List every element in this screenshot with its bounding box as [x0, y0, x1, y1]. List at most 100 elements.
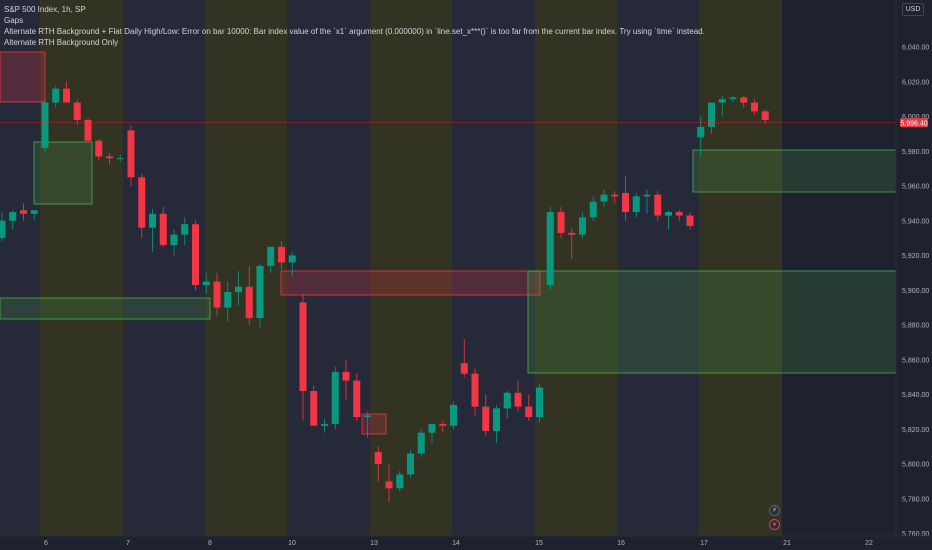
candle-body	[310, 391, 318, 426]
symbol-title[interactable]: S&P 500 Index, 1h, SP	[4, 5, 86, 14]
gap-up-zone	[33, 141, 93, 205]
session-background	[782, 0, 896, 536]
candle-body	[288, 255, 296, 263]
candle-body	[525, 406, 533, 418]
candle-body	[439, 424, 447, 426]
candle-body	[546, 212, 554, 286]
candle-body	[73, 102, 81, 120]
candle-body	[600, 194, 608, 202]
candle-body	[622, 192, 629, 213]
candle-body	[116, 158, 124, 160]
candle-body	[450, 404, 457, 426]
candle-body	[299, 302, 307, 392]
candle-body	[342, 371, 350, 381]
price-tick-label: 5,860.00	[902, 357, 929, 364]
price-tick-label: 5,840.00	[902, 392, 929, 399]
candle-body	[256, 265, 264, 319]
lightning-icon[interactable]: ⚡	[769, 505, 780, 516]
price-tick-label: 6,040.00	[902, 45, 929, 52]
time-tick-label: 15	[535, 540, 543, 547]
candle-body	[557, 212, 565, 233]
candle-body	[493, 408, 500, 431]
candle-body	[568, 232, 576, 235]
session-background	[123, 0, 205, 536]
gap-down-zone	[361, 413, 387, 435]
candle-body	[149, 213, 156, 228]
candle-body	[63, 88, 70, 103]
candle-body	[41, 102, 49, 148]
candle-body	[718, 99, 726, 103]
session-background	[699, 0, 782, 536]
time-tick-label: 14	[452, 540, 460, 547]
session-background	[0, 0, 40, 536]
candle-body	[84, 119, 92, 141]
time-tick-label: 13	[370, 540, 378, 547]
candle-body	[278, 246, 285, 263]
candle-body	[396, 474, 404, 489]
candle-body	[589, 201, 597, 218]
candle-body	[460, 363, 468, 374]
time-axis[interactable]	[0, 536, 932, 550]
candle-body	[740, 97, 748, 103]
candle-body	[245, 286, 253, 319]
time-tick-label: 17	[700, 540, 708, 547]
gap-down-zone	[280, 270, 541, 296]
candle-body	[536, 387, 543, 418]
candle-body	[417, 432, 425, 454]
candle-body	[675, 212, 683, 216]
price-tick-label: 5,760.00	[902, 531, 929, 538]
time-tick-label: 7	[126, 540, 130, 547]
candle-body	[224, 291, 232, 308]
currency-button[interactable]: USD	[902, 3, 924, 16]
time-tick-label: 8	[208, 540, 212, 547]
candle-body	[321, 424, 328, 426]
candle-body	[353, 380, 361, 418]
candle-body	[95, 140, 103, 157]
candle-body	[364, 415, 371, 418]
price-tick-label: 5,980.00	[902, 149, 929, 156]
indicator-error-message[interactable]: Alternate RTH Background + Flat Daily Hi…	[4, 27, 705, 36]
alert-icon[interactable]: ●	[769, 519, 780, 530]
price-axis[interactable]	[896, 0, 932, 550]
candle-body	[697, 126, 705, 138]
price-tick-label: 5,940.00	[902, 218, 929, 225]
price-tick-label: 5,900.00	[902, 288, 929, 295]
indicator-gaps[interactable]: Gaps	[4, 16, 24, 25]
candle-body	[127, 130, 135, 178]
candle-body	[9, 212, 17, 221]
price-tick-label: 6,020.00	[902, 79, 929, 86]
chart-legend: S&P 500 Index, 1h, SP Gaps Alternate RTH…	[4, 4, 705, 48]
candle-body	[514, 392, 522, 407]
candle-body	[503, 392, 511, 409]
candle-body	[213, 281, 221, 308]
candle-body	[654, 194, 662, 216]
candle-body	[643, 194, 651, 197]
candle-body	[30, 210, 38, 214]
indicator-rth-background[interactable]: Alternate RTH Background Only	[4, 38, 119, 47]
session-background	[40, 0, 123, 536]
candle-body	[611, 194, 619, 197]
candle-body	[374, 451, 382, 464]
candle-body	[235, 286, 242, 292]
candle-body	[192, 224, 199, 286]
candle-body	[52, 88, 60, 103]
candle-body	[331, 371, 339, 425]
current-price-label: 5,996.40	[900, 120, 927, 127]
candle-body	[761, 111, 769, 120]
price-tick-label: 5,820.00	[902, 427, 929, 434]
candle-body	[407, 453, 414, 475]
candle-body	[471, 373, 479, 407]
candle-body	[708, 102, 715, 127]
gap-up-zone	[0, 297, 211, 320]
time-tick-label: 6	[44, 540, 48, 547]
session-background	[452, 0, 535, 536]
candle-body	[482, 406, 490, 431]
session-background	[287, 0, 370, 536]
candle-body	[632, 196, 640, 213]
current-price-tag: 5,996.40	[900, 118, 928, 128]
price-tick-label: 5,920.00	[902, 253, 929, 260]
time-tick-label: 21	[783, 540, 791, 547]
candle-body	[202, 281, 210, 286]
